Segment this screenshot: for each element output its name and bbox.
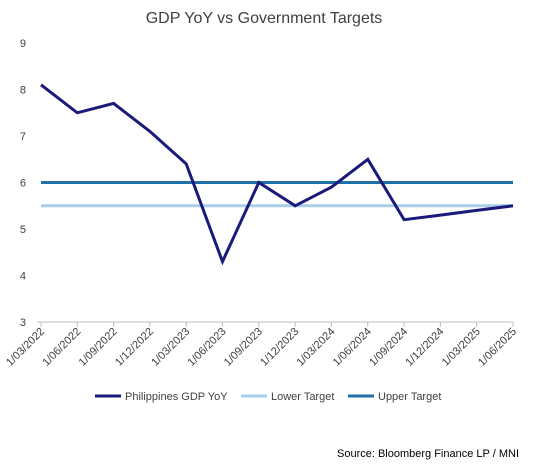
y-tick-label: 6	[20, 178, 26, 190]
source-note: Source: Bloomberg Finance LP / MNI	[337, 448, 519, 460]
x-tick-label: 1/09/2024	[367, 326, 410, 369]
y-tick-label: 4	[20, 271, 26, 283]
y-axis-ticks: 3 4 5 6 7 8 9	[20, 38, 26, 329]
x-tick-label: 1/12/2022	[113, 326, 156, 369]
x-tick-label: 1/09/2022	[77, 326, 120, 369]
legend-label: Lower Target	[271, 391, 334, 403]
y-tick-label: 5	[20, 224, 26, 236]
y-tick-label: 9	[20, 38, 26, 50]
legend-label: Philippines GDP YoY	[125, 391, 228, 403]
x-axis-ticks: 1/03/20221/06/20221/09/20221/12/20221/03…	[4, 326, 519, 369]
y-tick-label: 8	[20, 85, 26, 97]
x-tick-label: 1/06/2023	[186, 326, 229, 369]
legend-label: Upper Target	[378, 391, 441, 403]
series-line-philippines-gdp-yoy	[40, 83, 514, 266]
series-lines	[40, 83, 514, 266]
x-tick-label: 1/12/2023	[258, 326, 301, 369]
x-tick-label: 1/06/2024	[331, 326, 374, 369]
x-tick-label: 1/03/2022	[4, 326, 47, 369]
x-tick-label: 1/03/2023	[149, 326, 192, 369]
x-tick-label: 1/03/2025	[440, 326, 483, 369]
x-tick-label: 1/06/2025	[476, 326, 519, 369]
chart-title: GDP YoY vs Government Targets	[146, 10, 383, 27]
legend: Philippines GDP YoY Lower Target Upper Tar…	[95, 391, 441, 403]
x-tick-label: 1/06/2022	[40, 326, 83, 369]
x-axis-tick-marks	[40, 322, 514, 327]
x-tick-label: 1/09/2023	[222, 326, 265, 369]
y-tick-label: 3	[20, 317, 26, 329]
x-tick-label: 1/03/2024	[294, 326, 337, 369]
x-tick-label: 1/12/2024	[403, 326, 446, 369]
y-tick-label: 7	[20, 131, 26, 143]
